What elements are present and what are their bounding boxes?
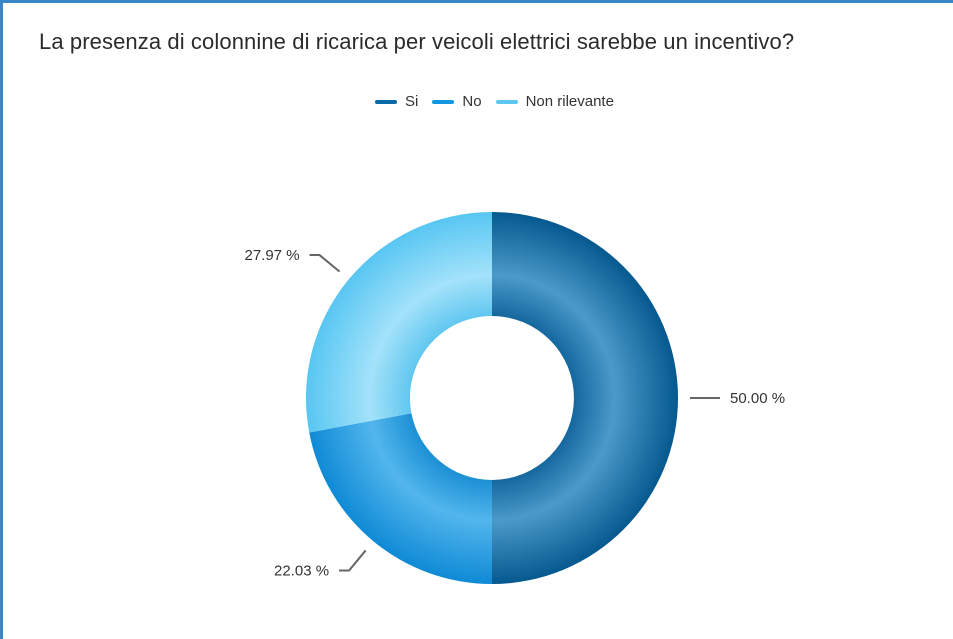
legend-swatch-no bbox=[432, 99, 455, 104]
legend-swatch-non-rilevante bbox=[495, 99, 518, 104]
leader-line-no bbox=[339, 549, 367, 572]
legend-swatch-si bbox=[375, 99, 398, 104]
leader-line-non-rilevante bbox=[309, 254, 341, 273]
slice-non-rilevante[interactable] bbox=[305, 212, 492, 433]
legend-item-no[interactable]: No bbox=[432, 93, 482, 110]
data-label-no: 22.03 % bbox=[274, 562, 329, 579]
slice-si[interactable] bbox=[492, 212, 678, 584]
legend-item-non-rilevante[interactable]: Non rilevante bbox=[495, 93, 614, 110]
data-label-si: 50.00 % bbox=[730, 390, 785, 407]
legend-label-si: Si bbox=[405, 93, 419, 110]
legend-item-si[interactable]: Si bbox=[375, 93, 418, 110]
slice-no[interactable] bbox=[309, 413, 492, 584]
legend-label-no: No bbox=[462, 93, 482, 110]
data-label-non-rilevante: 27.97 % bbox=[244, 247, 299, 264]
chart-legend: Si No Non rilevante bbox=[3, 93, 953, 110]
chart-title: La presenza di colonnine di ricarica per… bbox=[39, 29, 795, 54]
legend-label-non-rilevante: Non rilevante bbox=[525, 93, 614, 110]
